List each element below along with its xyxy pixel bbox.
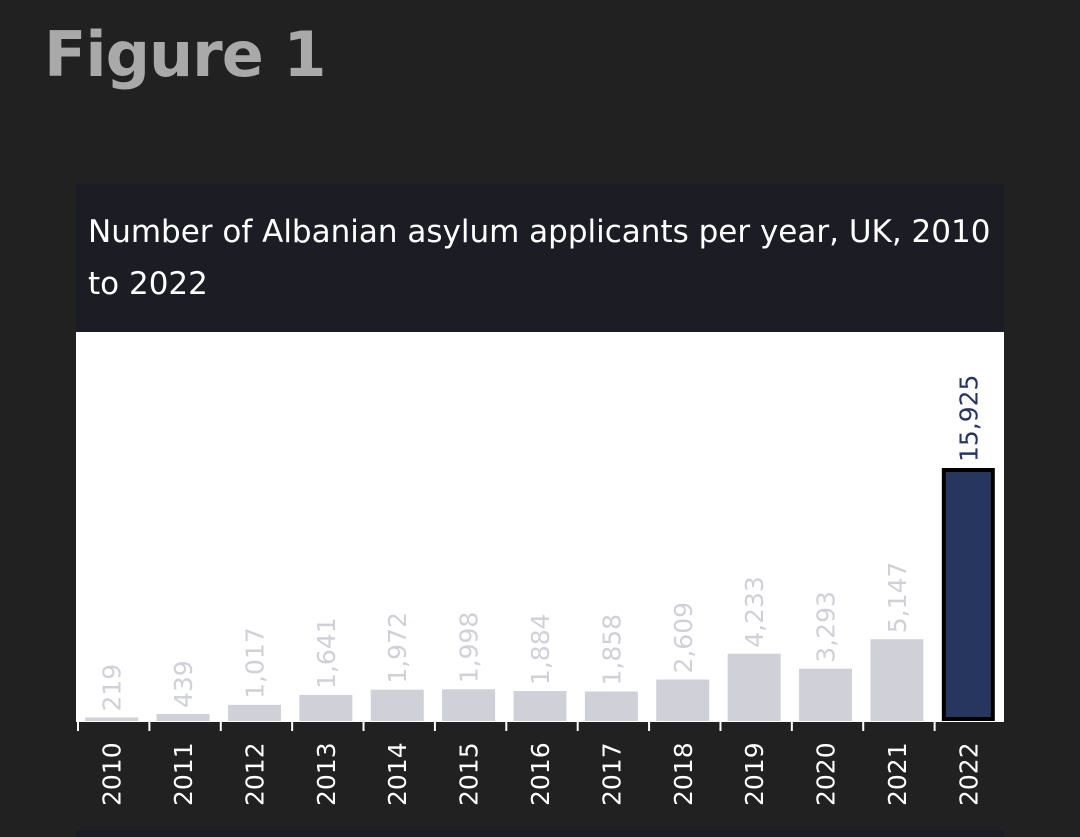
x-tick-label-2019: 2019 — [740, 742, 769, 806]
value-label-2015: 1,998 — [455, 612, 484, 684]
bar-2022 — [941, 468, 995, 721]
x-tick-label-2011: 2011 — [169, 742, 198, 806]
bar-2016 — [513, 691, 567, 721]
value-label-2022: 15,925 — [954, 375, 983, 462]
figure-heading: Figure 1 — [44, 18, 326, 91]
x-tick-label-2018: 2018 — [669, 742, 698, 806]
bar-2011 — [156, 714, 210, 721]
x-tick-label-2017: 2017 — [597, 742, 626, 806]
value-label-2020: 3,293 — [812, 591, 841, 663]
bar-2014 — [370, 689, 424, 721]
x-tick-label-2013: 2013 — [312, 742, 341, 806]
x-tick-label-2012: 2012 — [240, 742, 269, 806]
value-label-2012: 1,017 — [240, 627, 269, 699]
bar-2015 — [442, 689, 496, 721]
x-tick-label-2010: 2010 — [98, 742, 127, 806]
value-label-2018: 2,609 — [669, 602, 698, 674]
value-label-2014: 1,972 — [383, 612, 412, 684]
x-tick-label-2022: 2022 — [954, 742, 983, 806]
bar-2019 — [727, 653, 781, 721]
value-label-2021: 5,147 — [883, 562, 912, 634]
chart-title: Number of Albanian asylum applicants per… — [88, 214, 991, 302]
footer-strip — [76, 830, 1004, 837]
x-tick-label-2014: 2014 — [383, 742, 412, 806]
plot-area — [76, 332, 1004, 722]
value-label-2019: 4,233 — [740, 576, 769, 648]
value-label-2017: 1,858 — [597, 614, 626, 686]
value-label-2011: 439 — [169, 660, 198, 708]
chart-header: Number of Albanian asylum applicants per… — [76, 184, 1004, 332]
bar-2013 — [299, 694, 353, 721]
x-tick-label-2020: 2020 — [812, 742, 841, 806]
value-label-2016: 1,884 — [526, 613, 555, 685]
x-tick-label-2021: 2021 — [883, 742, 912, 806]
bar-2018 — [656, 679, 710, 721]
bar-2017 — [584, 691, 638, 721]
value-label-2010: 219 — [98, 664, 127, 712]
bar-2010 — [85, 717, 139, 721]
x-tick-label-2016: 2016 — [526, 742, 555, 806]
value-label-2013: 1,641 — [312, 617, 341, 689]
x-tick-label-2015: 2015 — [455, 742, 484, 806]
bar-2020 — [799, 668, 853, 721]
bar-2012 — [227, 704, 281, 721]
bar-2021 — [870, 639, 924, 721]
